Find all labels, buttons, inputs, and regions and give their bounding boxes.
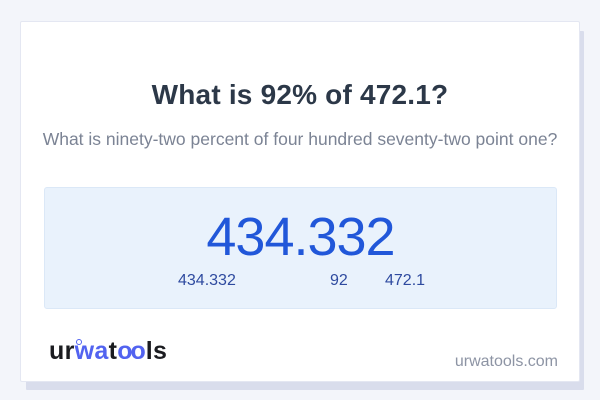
logo-segment-t: t: [108, 337, 118, 365]
result-panel: 434.332 434.332 92 472.1: [44, 187, 557, 309]
logo-segment-oo: oo: [117, 337, 146, 365]
logo-ring-icon: [76, 339, 82, 345]
logo-segment-ls: ls: [145, 337, 168, 365]
logo-segment-ur: ur: [49, 337, 75, 365]
result-breakdown-row: 434.332 92 472.1: [45, 273, 556, 293]
breakdown-base-value: 472.1: [385, 272, 426, 289]
breakdown-percent-value: 92: [330, 272, 348, 289]
urwatools-logo[interactable]: urwatools: [49, 336, 167, 366]
site-domain: urwatools.com: [454, 353, 558, 370]
result-value: 434.332: [206, 207, 395, 267]
calculator-result-card: What is 92% of 472.1? What is ninety-two…: [20, 21, 580, 382]
page-title: What is 92% of 472.1?: [151, 79, 449, 110]
question-subtitle: What is ninety-two percent of four hundr…: [42, 129, 558, 149]
breakdown-result-value: 434.332: [178, 272, 236, 289]
